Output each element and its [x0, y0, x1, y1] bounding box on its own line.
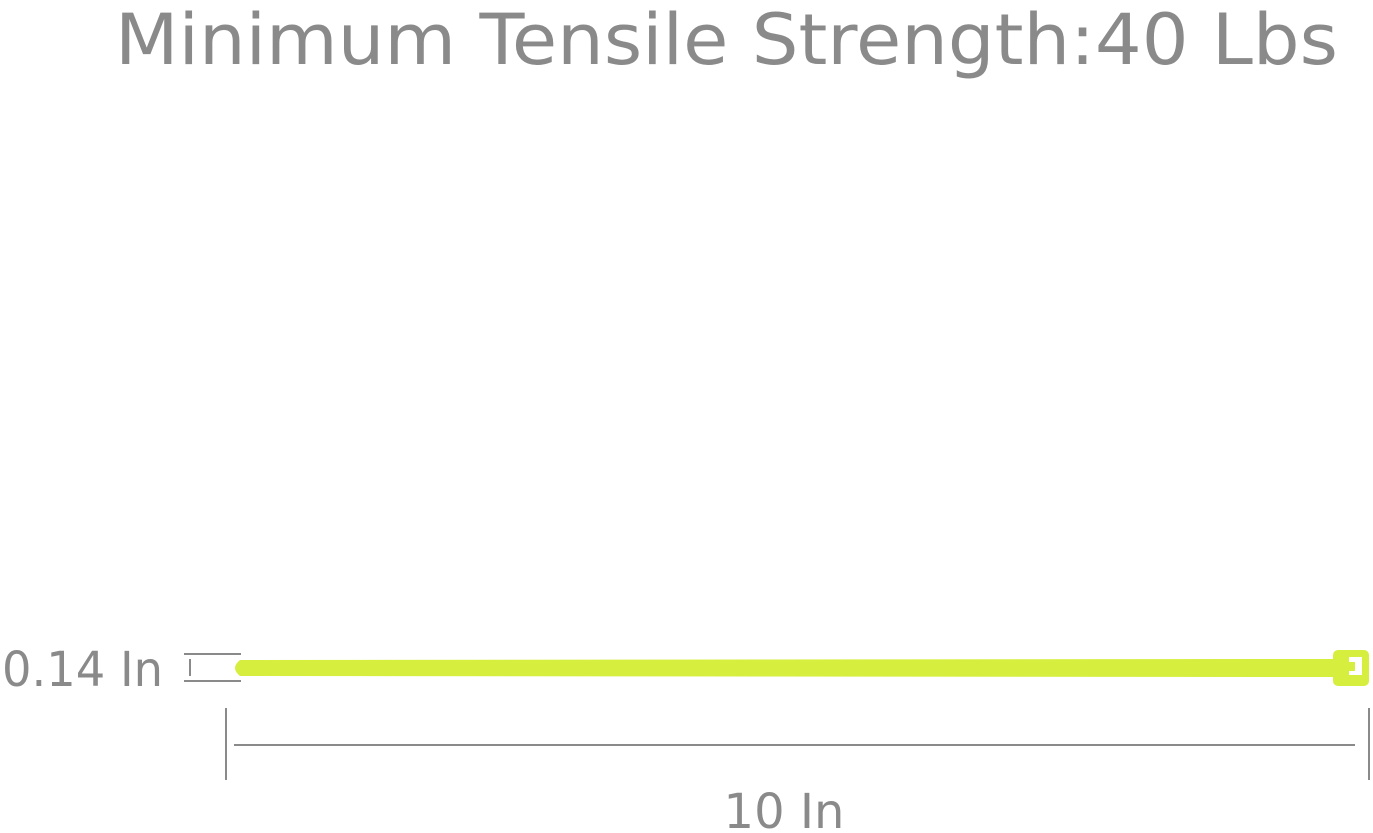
cable-tie	[235, 650, 1369, 686]
cable-tie-pawl	[1349, 662, 1355, 671]
length-dimension	[225, 708, 1370, 780]
length-label: 10 In	[724, 784, 845, 833]
width-label: 0.14 In	[2, 642, 163, 698]
width-dimension	[184, 653, 241, 682]
title: Minimum Tensile Strength:40 Lbs	[115, 0, 1338, 81]
cable-tie-strap	[235, 659, 1336, 677]
